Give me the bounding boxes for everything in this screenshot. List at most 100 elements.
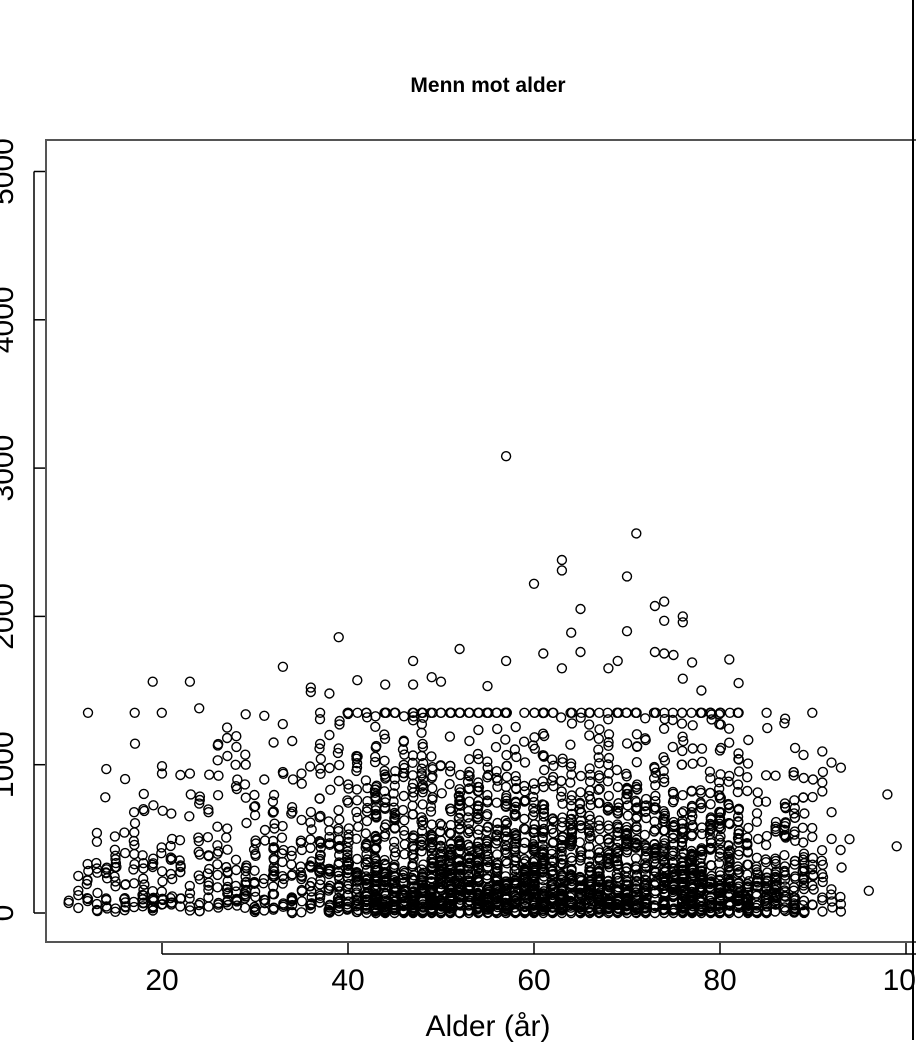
data-point bbox=[408, 896, 420, 907]
data-point bbox=[315, 890, 326, 901]
data-point bbox=[454, 707, 466, 718]
data-point bbox=[445, 803, 456, 814]
data-point bbox=[557, 757, 568, 768]
data-point bbox=[696, 756, 708, 767]
data-point bbox=[612, 846, 624, 857]
data-point bbox=[353, 821, 364, 832]
data-point bbox=[770, 770, 781, 781]
data-point bbox=[519, 707, 530, 718]
data-point bbox=[724, 707, 736, 718]
data-point bbox=[760, 857, 772, 868]
data-point bbox=[594, 873, 605, 885]
data-point bbox=[752, 869, 763, 880]
data-point bbox=[166, 873, 178, 885]
data-point bbox=[119, 893, 131, 904]
data-point bbox=[575, 646, 586, 658]
data-point bbox=[602, 776, 614, 787]
data-point bbox=[286, 892, 297, 903]
data-point bbox=[81, 878, 93, 890]
data-point bbox=[566, 808, 577, 820]
data-point bbox=[203, 877, 215, 888]
data-point bbox=[212, 840, 223, 851]
data-point bbox=[556, 775, 567, 787]
data-point bbox=[659, 755, 671, 766]
data-point bbox=[760, 796, 772, 807]
data-point bbox=[798, 883, 810, 895]
data-point bbox=[156, 761, 168, 772]
data-point bbox=[407, 655, 419, 667]
data-point bbox=[510, 852, 521, 863]
data-point bbox=[565, 739, 576, 750]
data-point bbox=[436, 788, 447, 799]
data-point bbox=[166, 853, 178, 864]
data-point bbox=[527, 740, 539, 751]
data-point bbox=[557, 753, 568, 764]
data-point bbox=[676, 759, 688, 770]
data-point bbox=[324, 729, 335, 741]
data-point bbox=[501, 749, 512, 761]
data-point bbox=[649, 763, 660, 774]
data-point bbox=[603, 714, 614, 725]
data-point bbox=[603, 820, 614, 831]
data-point bbox=[556, 554, 568, 566]
data-point bbox=[511, 893, 522, 905]
data-point bbox=[630, 838, 641, 849]
data-point bbox=[556, 821, 568, 833]
data-point bbox=[798, 792, 809, 803]
data-point bbox=[314, 850, 326, 861]
data-point bbox=[677, 818, 688, 829]
data-point bbox=[138, 804, 149, 815]
data-point bbox=[389, 836, 400, 847]
data-point bbox=[445, 869, 457, 881]
data-point bbox=[371, 842, 382, 853]
data-point bbox=[706, 897, 717, 909]
data-point bbox=[482, 851, 493, 862]
data-point bbox=[556, 565, 568, 576]
data-point bbox=[826, 884, 837, 895]
data-point bbox=[455, 900, 466, 911]
data-point bbox=[491, 849, 503, 860]
data-point bbox=[817, 876, 828, 888]
data-point bbox=[314, 743, 325, 754]
data-point bbox=[445, 760, 456, 772]
data-point bbox=[380, 819, 391, 830]
data-point bbox=[621, 626, 633, 637]
data-point bbox=[240, 871, 251, 882]
data-point bbox=[779, 865, 790, 877]
data-point bbox=[752, 796, 764, 807]
data-point bbox=[370, 792, 381, 804]
data-point bbox=[389, 878, 400, 889]
data-point bbox=[687, 720, 698, 731]
data-point bbox=[444, 778, 455, 790]
data-point bbox=[463, 862, 475, 873]
data-point bbox=[334, 840, 345, 852]
data-point bbox=[593, 752, 604, 763]
data-point bbox=[193, 703, 205, 714]
data-point bbox=[463, 805, 474, 817]
data-point bbox=[360, 900, 372, 911]
data-point bbox=[249, 865, 260, 876]
data-point bbox=[305, 682, 316, 693]
data-point bbox=[733, 753, 744, 765]
data-point bbox=[827, 902, 838, 913]
data-point bbox=[315, 763, 326, 774]
data-point bbox=[714, 851, 725, 862]
data-point bbox=[696, 685, 707, 696]
data-point bbox=[705, 818, 716, 830]
data-point bbox=[389, 901, 400, 913]
data-point bbox=[687, 863, 698, 875]
data-point bbox=[583, 875, 595, 887]
data-point bbox=[714, 783, 725, 794]
data-point bbox=[743, 734, 754, 746]
data-point bbox=[129, 827, 140, 838]
data-point bbox=[268, 737, 279, 748]
data-point bbox=[128, 878, 140, 889]
data-point bbox=[566, 878, 577, 890]
data-point bbox=[734, 867, 745, 878]
data-point bbox=[305, 686, 316, 698]
data-point bbox=[528, 578, 540, 589]
data-point bbox=[416, 727, 427, 738]
data-point bbox=[583, 856, 595, 867]
data-point bbox=[631, 741, 643, 752]
data-point bbox=[407, 809, 418, 820]
